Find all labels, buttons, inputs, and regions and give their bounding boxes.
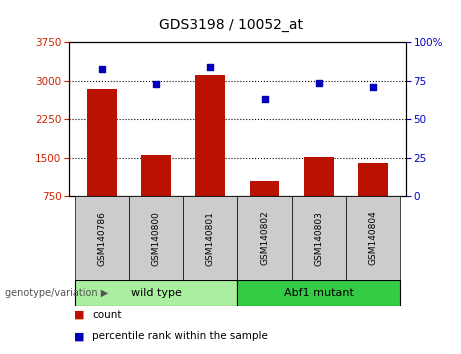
Point bbox=[98, 66, 106, 72]
Point bbox=[207, 64, 214, 70]
Text: genotype/variation ▶: genotype/variation ▶ bbox=[5, 288, 108, 298]
Point bbox=[369, 84, 377, 90]
Point bbox=[315, 80, 323, 85]
Bar bbox=[304, 157, 334, 235]
Bar bbox=[129, 196, 183, 280]
Bar bbox=[249, 181, 279, 235]
Bar bbox=[237, 196, 292, 280]
Bar bbox=[141, 155, 171, 235]
Text: GSM140804: GSM140804 bbox=[369, 211, 378, 266]
Bar bbox=[358, 163, 388, 235]
Text: GSM140801: GSM140801 bbox=[206, 211, 215, 266]
Bar bbox=[237, 280, 400, 306]
Bar bbox=[195, 75, 225, 235]
Text: ■: ■ bbox=[74, 331, 84, 341]
Text: GSM140800: GSM140800 bbox=[152, 211, 160, 266]
Text: percentile rank within the sample: percentile rank within the sample bbox=[92, 331, 268, 341]
Point bbox=[152, 81, 160, 87]
Bar bbox=[183, 196, 237, 280]
Bar bbox=[87, 89, 117, 235]
Text: count: count bbox=[92, 310, 122, 320]
Point bbox=[261, 97, 268, 102]
Text: GDS3198 / 10052_at: GDS3198 / 10052_at bbox=[159, 18, 302, 32]
Text: GSM140786: GSM140786 bbox=[97, 211, 106, 266]
Text: ■: ■ bbox=[74, 310, 84, 320]
Bar bbox=[292, 196, 346, 280]
Text: wild type: wild type bbox=[130, 288, 182, 298]
Text: Abf1 mutant: Abf1 mutant bbox=[284, 288, 354, 298]
Text: GSM140802: GSM140802 bbox=[260, 211, 269, 266]
Bar bbox=[346, 196, 400, 280]
Text: GSM140803: GSM140803 bbox=[314, 211, 323, 266]
Bar bbox=[75, 280, 237, 306]
Bar bbox=[75, 196, 129, 280]
